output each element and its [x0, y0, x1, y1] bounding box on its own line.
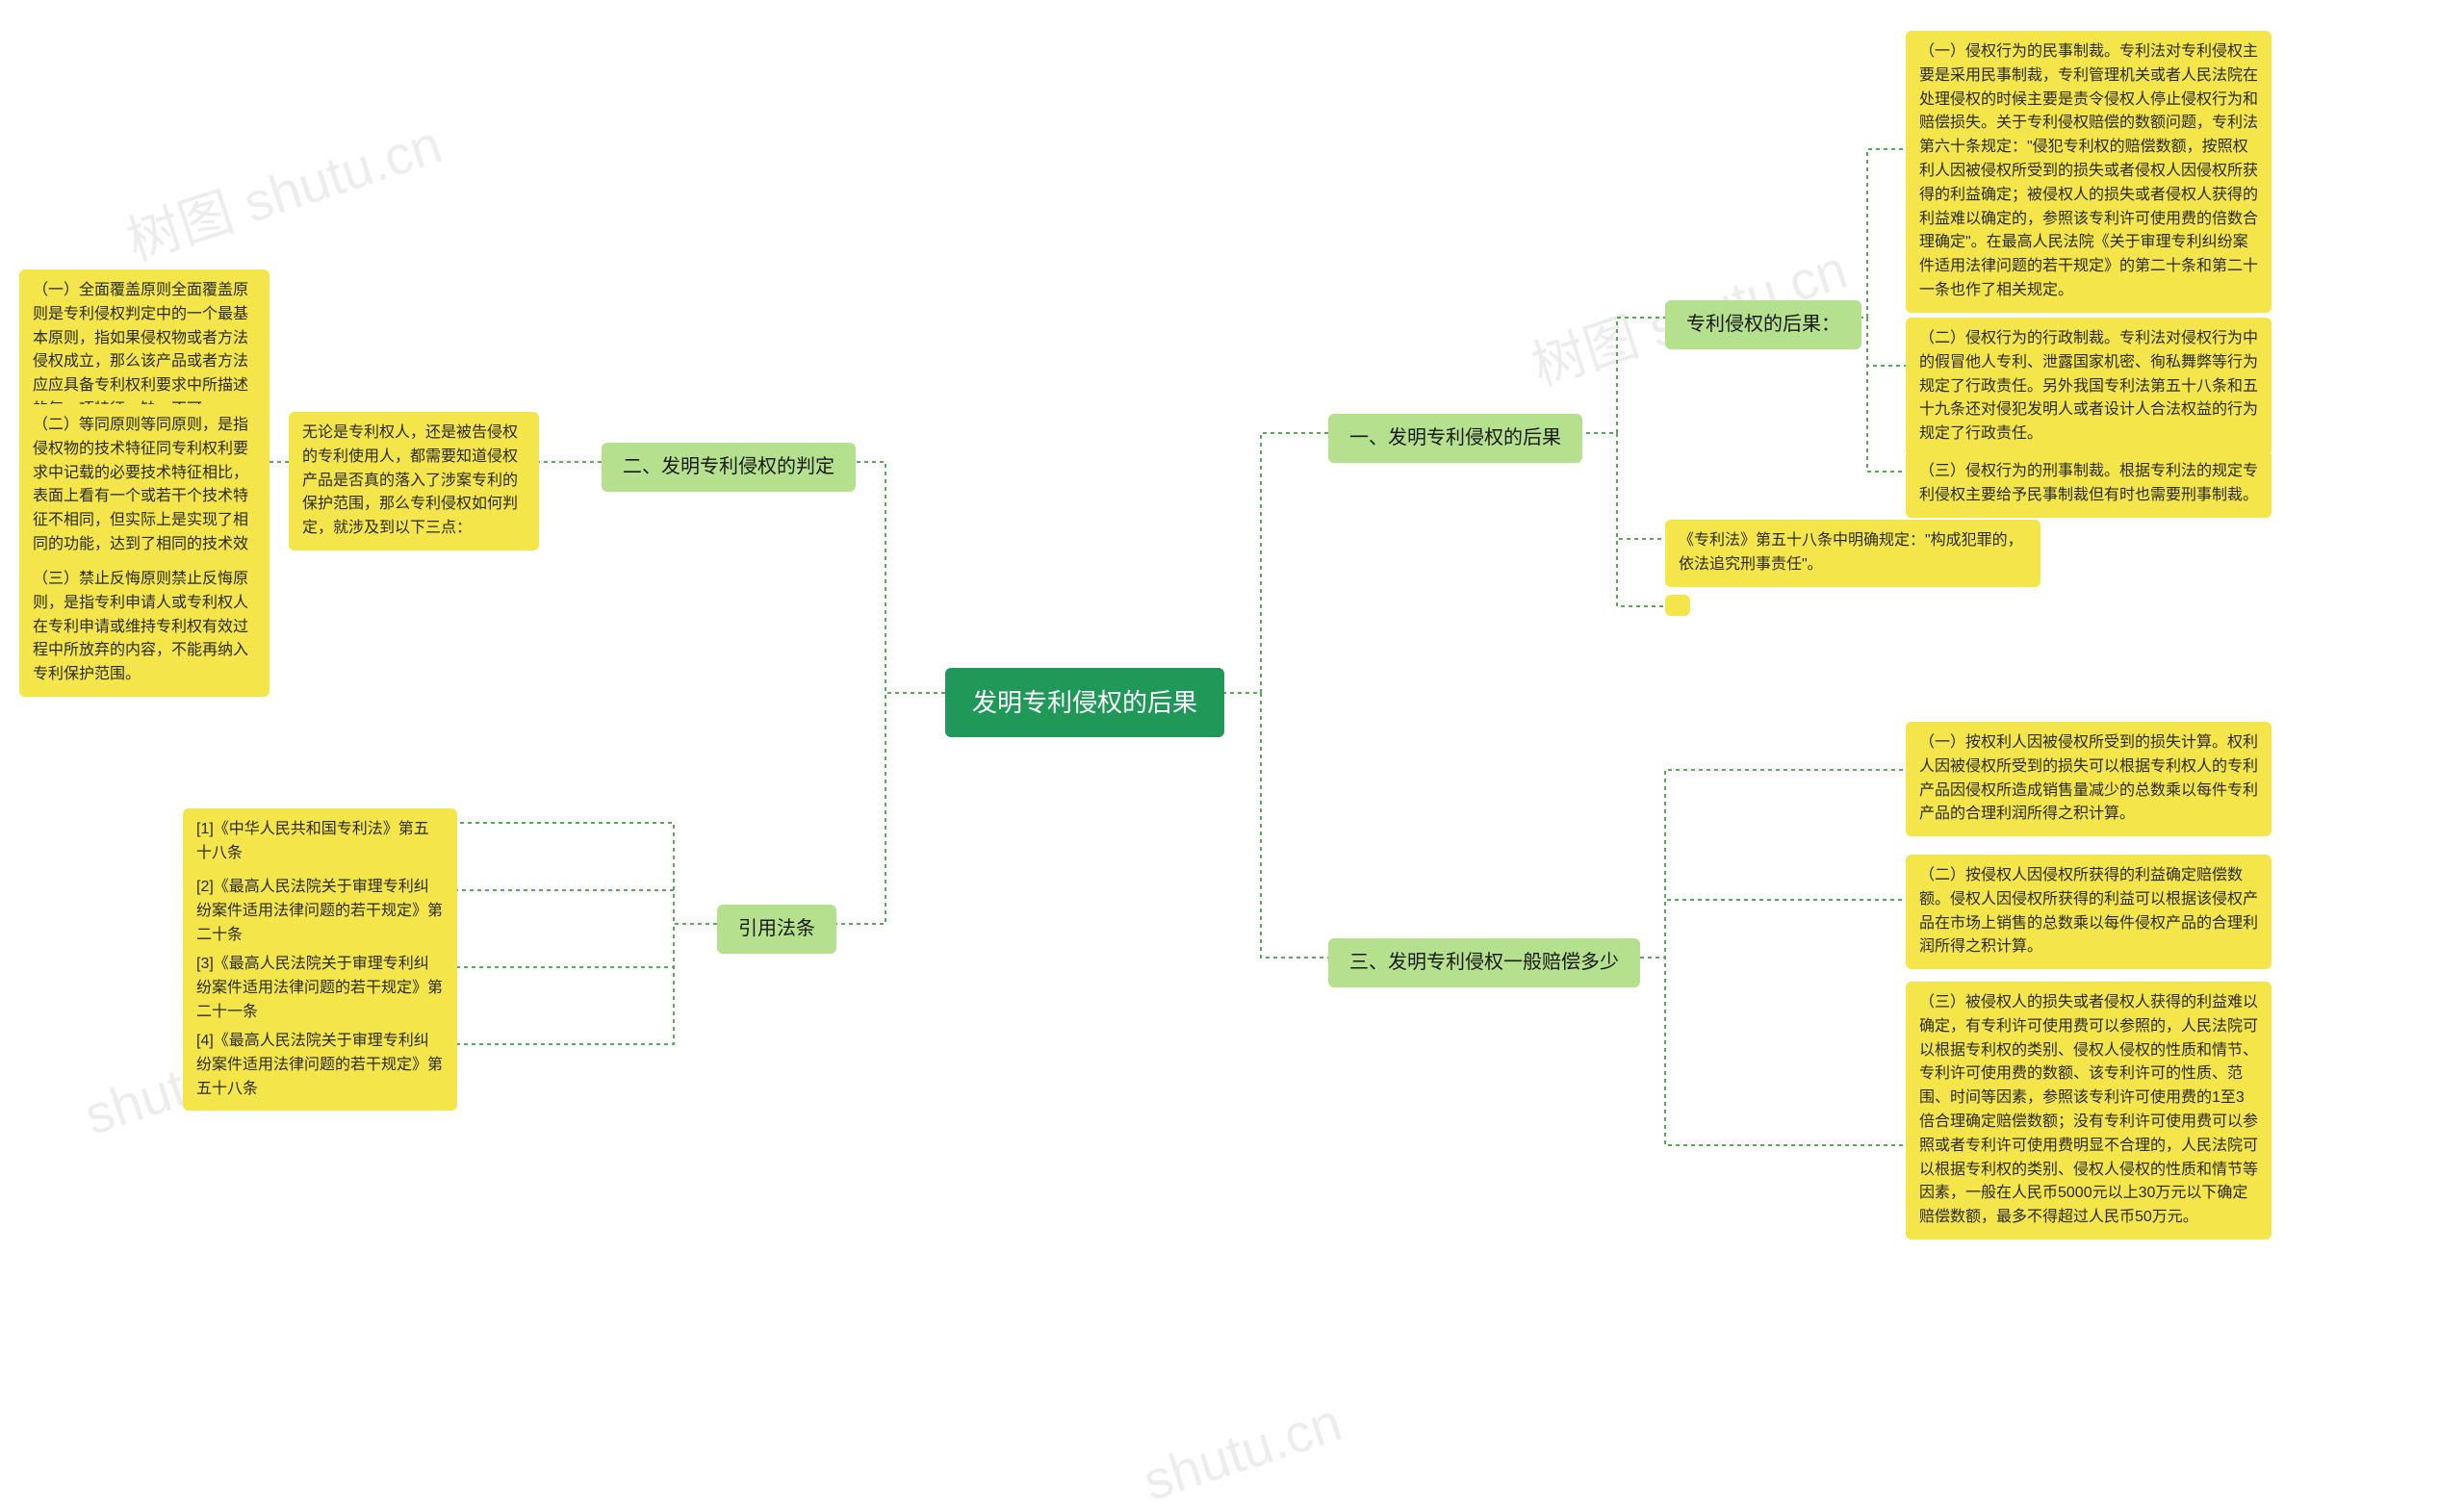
- leaf-b1-3: （三）侵权行为的刑事制裁。根据专利法的规定专利侵权主要给予民事制裁但有时也需要刑…: [1906, 450, 2272, 518]
- leaf-b1-2: （二）侵权行为的行政制裁。专利法对侵权行为中的假冒他人专利、泄露国家机密、徇私舞…: [1906, 318, 2272, 456]
- leaf-b1-extra: 《专利法》第五十八条中明确规定："构成犯罪的，依法追究刑事责任"。: [1665, 520, 2040, 587]
- watermark: shutu.cn: [1136, 1391, 1348, 1509]
- branch-1[interactable]: 一、发明专利侵权的后果: [1328, 414, 1582, 463]
- leaf-b1-1: （一）侵权行为的民事制裁。专利法对专利侵权主要是采用民事制裁，专利管理机关或者人…: [1906, 31, 2272, 313]
- leaf-b3-2: （二）按侵权人因侵权所获得的利益确定赔偿数额。侵权人因侵权所获得的利益可以根据该…: [1906, 855, 2272, 969]
- leaf-b4-4: [4]《最高人民法院关于审理专利纠纷案件适用法律问题的若干规定》第五十八条: [183, 1020, 457, 1111]
- root-node[interactable]: 发明专利侵权的后果: [945, 668, 1224, 737]
- leaf-b3-3: （三）被侵权人的损失或者侵权人获得的利益难以确定，有专利许可使用费可以参照的，人…: [1906, 982, 2272, 1240]
- leaf-b1-empty: [1665, 595, 1690, 616]
- b2-intro: 无论是专利权人，还是被告侵权的专利使用人，都需要知道侵权产品是否真的落入了涉案专…: [289, 412, 539, 550]
- branch-2[interactable]: 二、发明专利侵权的判定: [602, 443, 856, 492]
- watermark: 树图 shutu.cn: [116, 101, 450, 276]
- leaf-b3-1: （一）按权利人因被侵权所受到的损失计算。权利人因被侵权所受到的损失可以根据专利权…: [1906, 722, 2272, 836]
- branch-4[interactable]: 引用法条: [717, 905, 836, 954]
- branch-3[interactable]: 三、发明专利侵权一般赔偿多少: [1328, 938, 1640, 987]
- leaf-b2-3: （三）禁止反悔原则禁止反悔原则，是指专利申请人或专利权人在专利申请或维持专利权有…: [19, 558, 270, 697]
- branch-1-sub1[interactable]: 专利侵权的后果：: [1665, 300, 1861, 349]
